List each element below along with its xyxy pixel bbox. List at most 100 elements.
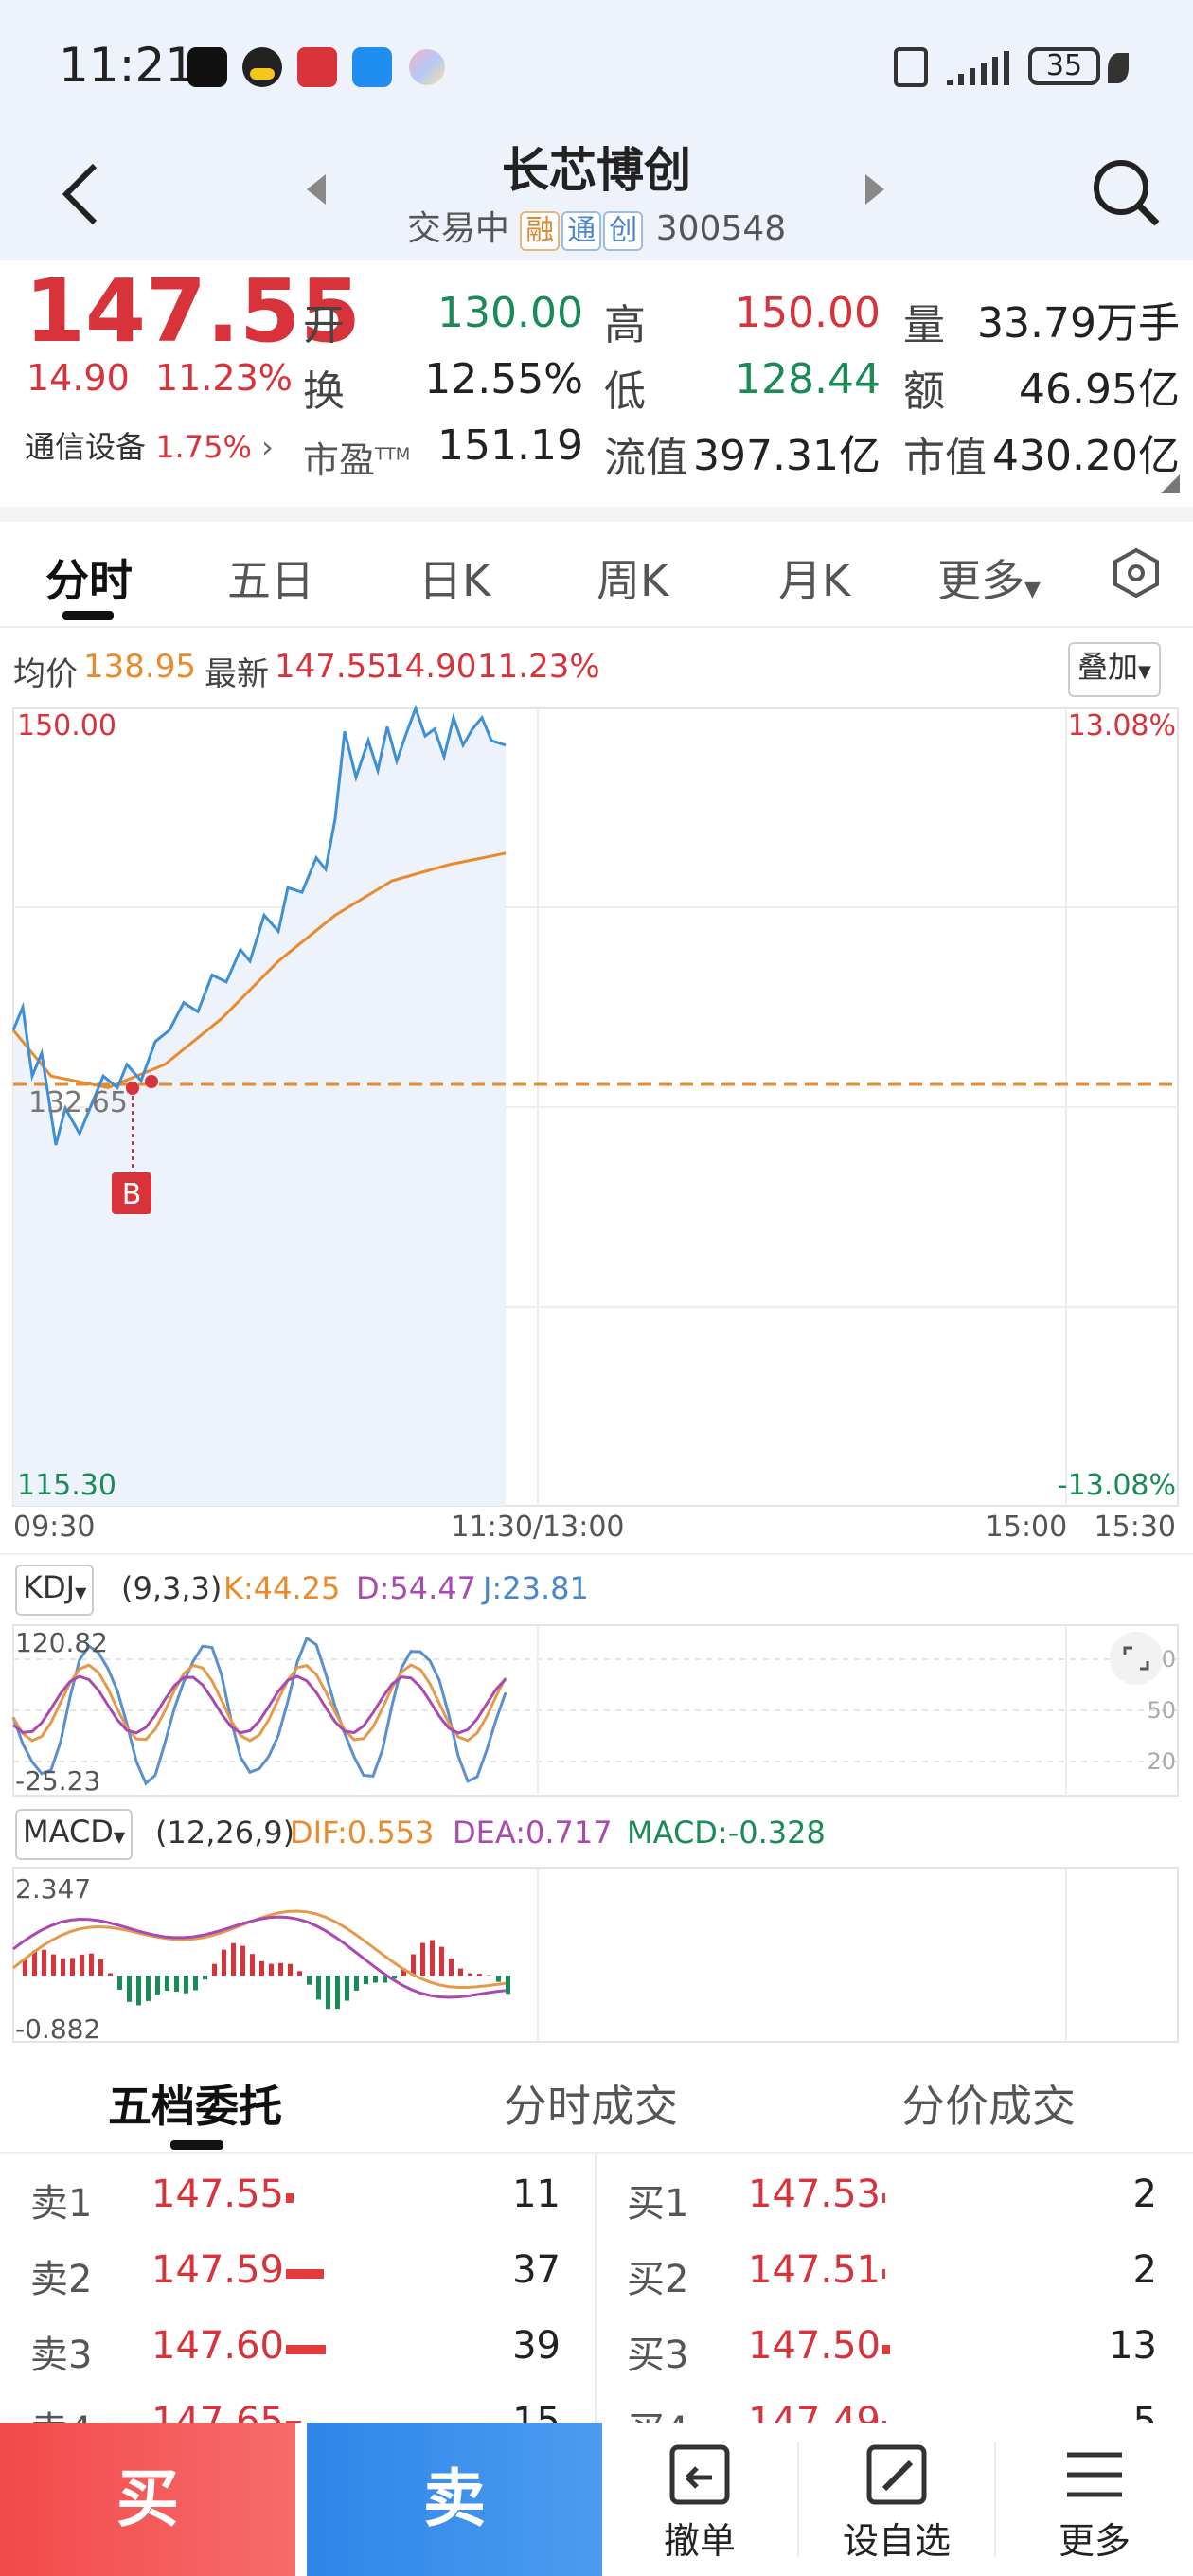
- buy-marker-label: B: [122, 1178, 142, 1211]
- tab-intraday[interactable]: 分时: [45, 555, 133, 606]
- macd-histogram: [23, 1940, 510, 2010]
- latest-pct: 11.23%: [477, 648, 600, 686]
- tab-tick-trades[interactable]: 分时成交: [504, 2081, 678, 2132]
- leaf-icon: [1108, 53, 1129, 83]
- macd-bar: [51, 1954, 56, 1976]
- macd-bar: [278, 1962, 283, 1976]
- order-price: 147.49: [748, 2400, 881, 2423]
- time-label-open: 09:30: [13, 1511, 95, 1544]
- book-tab-indicator: [170, 2140, 223, 2150]
- order-book: 卖1 147.55 11 卖2 147.59 37 卖3 147.60 39 卖4 147.65 15…: [0, 2152, 1193, 2423]
- order-volume-bar: [882, 2345, 890, 2354]
- macd-bar: [61, 1958, 65, 1976]
- prev-close-label: 132.65: [28, 1086, 128, 1119]
- kdj-level-50: 50: [1147, 1697, 1176, 1724]
- pct-top-label: 13.08%: [1068, 709, 1176, 742]
- next-stock-icon[interactable]: [860, 170, 888, 212]
- menu-icon: [1067, 2452, 1122, 2497]
- order-volume-bar: [286, 2345, 326, 2354]
- avg-value: 138.95: [83, 648, 196, 686]
- order-book-row[interactable]: 买2 147.51 2: [627, 2248, 1193, 2305]
- macd-bar: [70, 1958, 75, 1976]
- volume-label: 量: [903, 301, 945, 349]
- macd-bar: [345, 1976, 349, 2001]
- order-volume: 13: [1109, 2324, 1157, 2368]
- macd-bar: [231, 1942, 236, 1976]
- stock-header: 长芯博创 交易中 融通创 300548: [0, 133, 1193, 260]
- search-icon[interactable]: [1089, 155, 1165, 235]
- macd-bar: [411, 1954, 416, 1976]
- kdj-top-label: 120.82: [15, 1627, 108, 1658]
- time-label-close: 15:00: [986, 1511, 1067, 1544]
- market-cap-label: 市值: [903, 434, 987, 482]
- caret-down-icon: ▼: [75, 1583, 87, 1601]
- tab-weekly-k[interactable]: 周K: [596, 555, 669, 606]
- kdj-j: J:23.81: [483, 1570, 589, 1606]
- order-book-row[interactable]: 买1 147.53 2: [627, 2173, 1193, 2229]
- overlay-button[interactable]: 叠加▼: [1068, 642, 1161, 697]
- y-bottom-label: 115.30: [17, 1469, 116, 1502]
- macd-bar: [392, 1976, 397, 1979]
- order-level-label: 买2: [627, 2258, 689, 2301]
- amount-label: 额: [903, 367, 945, 416]
- latest-change: 14.90: [384, 648, 477, 686]
- order-price: 147.59: [151, 2248, 284, 2292]
- amount-value: 46.95亿: [1019, 366, 1180, 414]
- back-icon[interactable]: [57, 161, 104, 231]
- more-menu-button[interactable]: 更多: [996, 2423, 1193, 2576]
- pe-value: 151.19: [437, 421, 583, 470]
- expand-corner-icon[interactable]: [1161, 474, 1180, 497]
- price-change-pct: 11.23%: [155, 357, 293, 399]
- macd-bar: [222, 1949, 226, 1976]
- kdj-chart: 120.82 -25.23 80 50 20: [11, 1624, 1179, 1797]
- stock-name: 长芯博创: [502, 143, 691, 198]
- more-menu-label: 更多: [1058, 2520, 1131, 2562]
- add-watchlist-button[interactable]: 设自选: [799, 2423, 994, 2576]
- order-book-row[interactable]: 卖4 147.65 15: [30, 2400, 598, 2423]
- tab-daily-k[interactable]: 日K: [418, 555, 491, 606]
- last-price: 147.55: [25, 260, 362, 362]
- macd-bar: [458, 1968, 463, 1976]
- high-label: 高: [604, 301, 646, 349]
- order-level-label: 买1: [627, 2182, 689, 2226]
- macd-bar: [506, 1976, 510, 1995]
- quote-panel: 147.55 14.90 11.23% 通信设备 1.75% › 开 130.0…: [0, 260, 1193, 507]
- prev-stock-icon[interactable]: [303, 170, 331, 212]
- time-label-after: 15:30: [1095, 1511, 1176, 1544]
- macd-bar: [288, 1963, 293, 1976]
- tiktok-icon: [187, 47, 227, 87]
- macd-bar: [193, 1976, 198, 1991]
- macd-header: MACD▼ (12,26,9) DIF:0.553 DEA:0.717 MACD…: [0, 1799, 1193, 1864]
- sector-link[interactable]: 通信设备 1.75% ›: [25, 423, 274, 467]
- kdj-params: (9,3,3): [121, 1570, 223, 1606]
- tab-price-trades[interactable]: 分价成交: [901, 2081, 1076, 2132]
- avg-line: [11, 851, 507, 1089]
- cancel-order-button[interactable]: 撤单: [602, 2423, 797, 2576]
- tab-level2-orders[interactable]: 五档委托: [108, 2081, 282, 2132]
- order-price: 147.55: [151, 2173, 284, 2216]
- caret-down-icon: ▼: [113, 1828, 126, 1846]
- buy-button[interactable]: 买: [0, 2423, 295, 2576]
- trade-footer: 买 卖 撤单 设自选 更多: [0, 2423, 1193, 2576]
- tab-monthly-k[interactable]: 月K: [778, 555, 851, 606]
- tab-more[interactable]: 更多▼: [937, 555, 1041, 606]
- macd-bar: [23, 1959, 27, 1976]
- order-book-row[interactable]: 卖3 147.60 39: [30, 2324, 598, 2381]
- macd-selector[interactable]: MACD▼: [15, 1809, 134, 1860]
- cancel-order-label: 撤单: [663, 2520, 736, 2562]
- macd-chart: 2.347 -0.882: [12, 1867, 1179, 2045]
- intraday-chart[interactable]: 150.00 115.30 13.08% -13.08% 132.65 B 09…: [0, 701, 1193, 1553]
- order-book-row[interactable]: 买4 147.49 5: [627, 2400, 1193, 2423]
- macd-bar: [174, 1976, 179, 1992]
- sell-button[interactable]: 卖: [307, 2423, 602, 2576]
- macd-bar: [307, 1976, 312, 1985]
- settings-hexagon-icon[interactable]: [1110, 546, 1163, 603]
- macd-bar: [383, 1976, 387, 1983]
- macd-bar: [203, 1976, 207, 1980]
- kdj-selector[interactable]: KDJ▼: [15, 1565, 95, 1616]
- tab-five-day[interactable]: 五日: [227, 555, 314, 606]
- order-book-row[interactable]: 卖2 147.59 37: [30, 2248, 598, 2305]
- order-book-row[interactable]: 卖1 147.55 11: [30, 2173, 598, 2229]
- order-book-row[interactable]: 买3 147.50 13: [627, 2324, 1193, 2381]
- pct-bottom-label: -13.08%: [1058, 1469, 1176, 1502]
